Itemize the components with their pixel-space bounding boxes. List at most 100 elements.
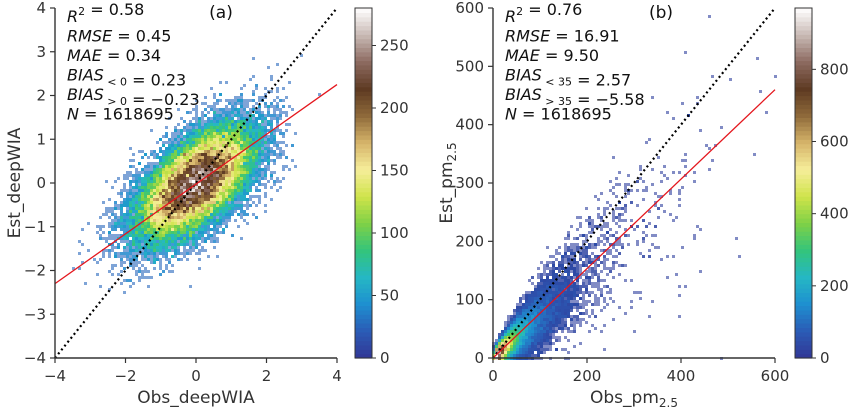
- density-cell: [609, 180, 612, 183]
- density-cell: [669, 189, 672, 192]
- colorbar-segment: [355, 331, 372, 337]
- density-cell: [126, 177, 129, 180]
- density-cell: [114, 252, 117, 255]
- density-cell: [543, 279, 546, 282]
- density-cell: [624, 195, 627, 198]
- density-cell: [183, 234, 186, 237]
- density-cell: [510, 324, 513, 327]
- density-cell: [642, 180, 645, 183]
- density-cell: [552, 279, 555, 282]
- density-cell: [549, 261, 552, 264]
- density-cell: [156, 240, 159, 243]
- density-cell: [684, 159, 687, 162]
- density-cell: [201, 150, 204, 153]
- density-cell: [168, 231, 171, 234]
- density-cell: [234, 120, 237, 123]
- density-cell: [180, 165, 183, 168]
- density-cell: [198, 168, 201, 171]
- density-cell: [600, 225, 603, 228]
- density-cell: [114, 201, 117, 204]
- density-cell: [183, 240, 186, 243]
- density-cell: [195, 111, 198, 114]
- density-cell: [168, 141, 171, 144]
- density-cell: [243, 156, 246, 159]
- density-cell: [546, 279, 549, 282]
- density-cell: [141, 156, 144, 159]
- density-cell: [177, 225, 180, 228]
- density-cell: [222, 111, 225, 114]
- density-cell: [273, 180, 276, 183]
- density-cell: [225, 105, 228, 108]
- density-cell: [255, 84, 258, 87]
- density-cell: [237, 174, 240, 177]
- density-cell: [177, 132, 180, 135]
- density-cell: [135, 174, 138, 177]
- density-cell: [681, 102, 684, 105]
- density-cell: [165, 177, 168, 180]
- density-cell: [594, 195, 597, 198]
- density-cell: [153, 222, 156, 225]
- density-cell: [537, 321, 540, 324]
- density-cell: [171, 249, 174, 252]
- density-cell: [162, 135, 165, 138]
- density-cell: [570, 306, 573, 309]
- density-cell: [231, 168, 234, 171]
- density-cell: [189, 138, 192, 141]
- colorbar-segment: [795, 38, 812, 44]
- density-cell: [579, 276, 582, 279]
- density-cell: [564, 324, 567, 327]
- density-cell: [606, 258, 609, 261]
- density-cell: [573, 258, 576, 261]
- density-cell: [558, 303, 561, 306]
- density-cell: [534, 321, 537, 324]
- density-cell: [225, 219, 228, 222]
- density-cell: [171, 171, 174, 174]
- density-cell: [711, 75, 714, 78]
- density-cell: [225, 159, 228, 162]
- density-cell: [213, 189, 216, 192]
- density-cell: [135, 234, 138, 237]
- density-cell: [615, 240, 618, 243]
- density-cell: [219, 132, 222, 135]
- density-cell: [258, 147, 261, 150]
- density-cell: [252, 108, 255, 111]
- density-cell: [126, 222, 129, 225]
- density-cell: [159, 261, 162, 264]
- density-cell: [165, 126, 168, 129]
- density-cell: [249, 198, 252, 201]
- density-cell: [132, 249, 135, 252]
- density-cell: [192, 171, 195, 174]
- density-cell: [600, 279, 603, 282]
- density-cell: [177, 147, 180, 150]
- density-cell: [657, 216, 660, 219]
- density-cell: [123, 219, 126, 222]
- density-cell: [150, 204, 153, 207]
- density-cell: [237, 165, 240, 168]
- density-cell: [225, 225, 228, 228]
- density-cell: [201, 117, 204, 120]
- density-cell: [558, 279, 561, 282]
- density-cell: [204, 141, 207, 144]
- density-cell: [201, 141, 204, 144]
- density-cell: [540, 321, 543, 324]
- density-cell: [102, 255, 105, 258]
- density-cell: [564, 306, 567, 309]
- density-cell: [237, 123, 240, 126]
- density-cell: [114, 213, 117, 216]
- density-cell: [561, 255, 564, 258]
- density-cell: [267, 153, 270, 156]
- density-cell: [567, 279, 570, 282]
- density-cell: [99, 216, 102, 219]
- density-cell: [264, 120, 267, 123]
- density-cell: [273, 153, 276, 156]
- density-cell: [258, 180, 261, 183]
- density-cell: [555, 312, 558, 315]
- density-cell: [225, 135, 228, 138]
- density-cell: [108, 225, 111, 228]
- density-cell: [267, 138, 270, 141]
- density-cell: [222, 141, 225, 144]
- density-cell: [129, 213, 132, 216]
- density-cell: [558, 309, 561, 312]
- density-cell: [204, 120, 207, 123]
- density-cell: [183, 186, 186, 189]
